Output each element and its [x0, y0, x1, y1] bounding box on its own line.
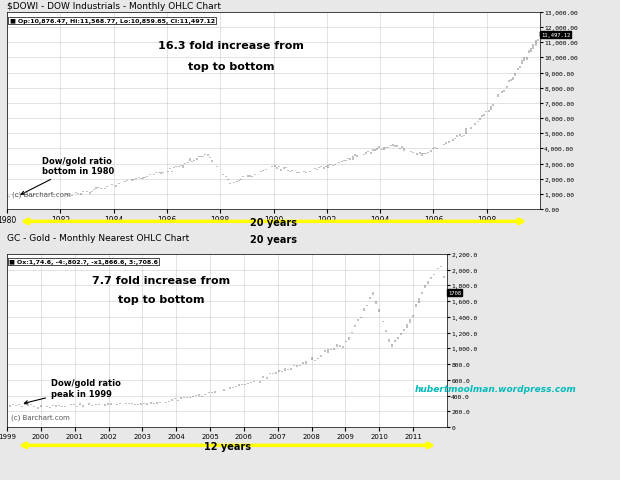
- Text: 20 years: 20 years: [250, 218, 297, 228]
- Text: top to bottom: top to bottom: [118, 294, 204, 304]
- Text: 16.3 fold increase from: 16.3 fold increase from: [158, 40, 304, 50]
- Text: 7.7 fold increase from: 7.7 fold increase from: [92, 275, 230, 285]
- Text: 12 years: 12 years: [203, 442, 250, 452]
- Text: ■ Ox:1,74.6, -4:,802.?, -x1,866.6, 3:,708.6: ■ Ox:1,74.6, -4:,802.?, -x1,866.6, 3:,70…: [9, 260, 158, 264]
- Text: 11,497.12: 11,497.12: [541, 33, 570, 38]
- Text: top to bottom: top to bottom: [188, 62, 274, 72]
- Text: Dow/gold ratio
peak in 1999: Dow/gold ratio peak in 1999: [24, 378, 121, 404]
- Text: 20 years: 20 years: [250, 235, 297, 244]
- Text: hubertmoolman.wordpress.com: hubertmoolman.wordpress.com: [415, 384, 577, 394]
- Text: (c) Barchart.com: (c) Barchart.com: [12, 192, 71, 198]
- Text: ■ Op:10,876.47, Hi:11,568.77, Lo:10,859.65, Cl:11,497.12: ■ Op:10,876.47, Hi:11,568.77, Lo:10,859.…: [10, 19, 215, 24]
- Text: GC - Gold - Monthly Nearest OHLC Chart: GC - Gold - Monthly Nearest OHLC Chart: [7, 233, 189, 242]
- Text: Dow/gold ratio
bottom in 1980: Dow/gold ratio bottom in 1980: [21, 156, 114, 195]
- Text: $DOWI - DOW Industrials - Monthly OHLC Chart: $DOWI - DOW Industrials - Monthly OHLC C…: [7, 2, 221, 11]
- Text: 1708: 1708: [448, 290, 461, 296]
- Text: (c) Barchart.com: (c) Barchart.com: [11, 414, 70, 420]
